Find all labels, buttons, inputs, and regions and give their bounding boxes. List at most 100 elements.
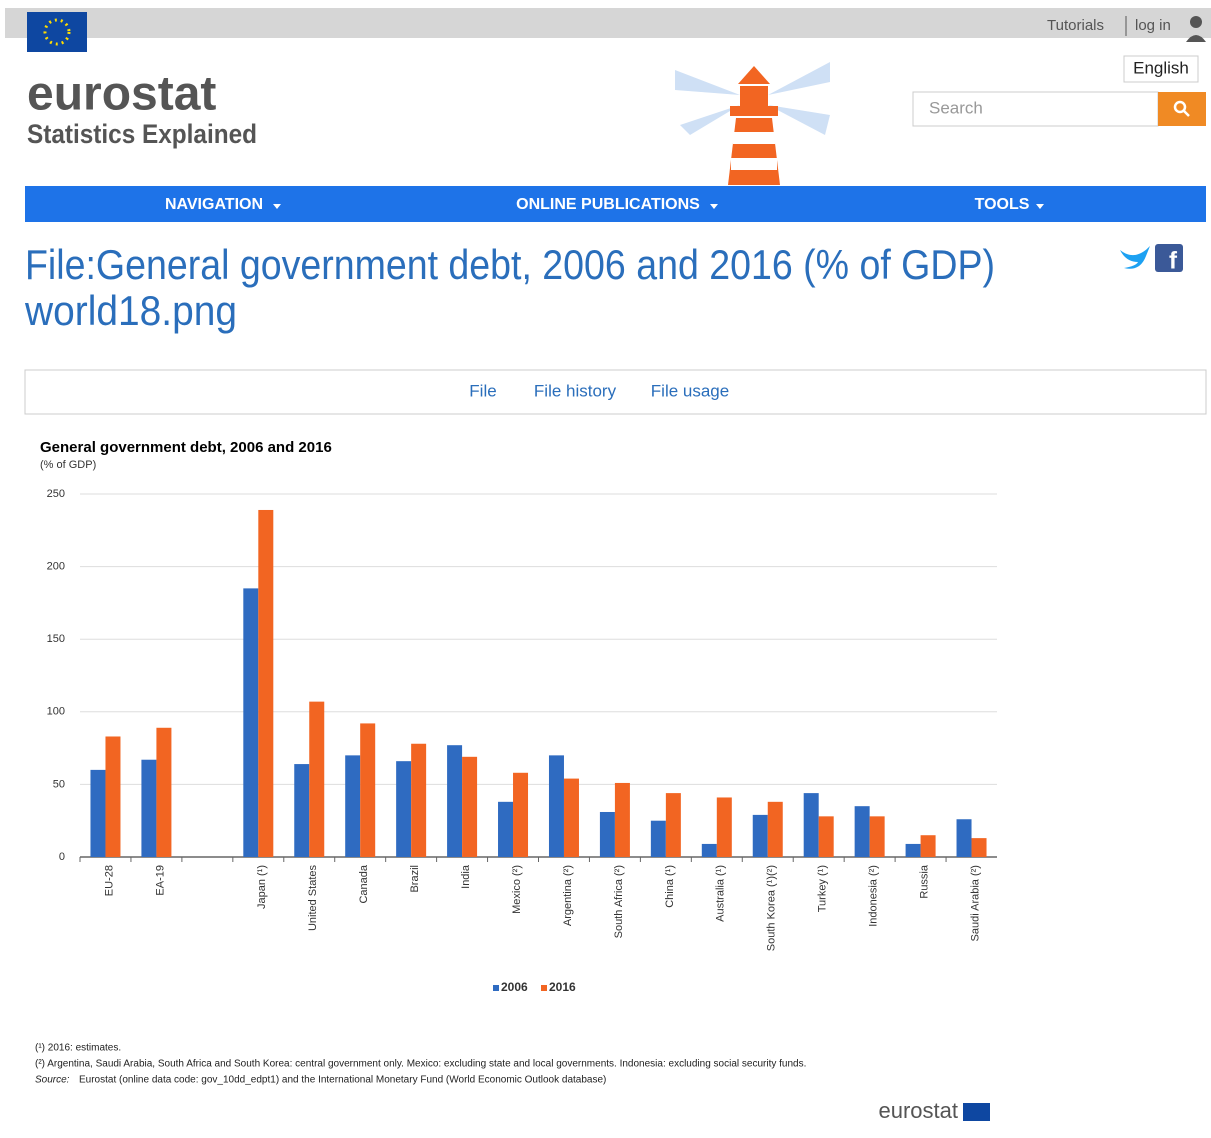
x-tick-label: Japan (¹)	[256, 865, 268, 909]
bar	[599, 811, 615, 857]
login-link[interactable]: log in	[1135, 17, 1171, 34]
lighthouse-stripe	[731, 158, 777, 170]
x-tick-label: Australia (¹)	[715, 865, 727, 922]
light-beam	[768, 105, 830, 135]
y-tick-label: 0	[59, 851, 65, 863]
x-tick-label: Brazil	[409, 865, 421, 893]
bar	[818, 816, 834, 857]
legend-label: 2016	[549, 980, 576, 994]
light-beam	[768, 62, 830, 95]
facebook-glyph: f	[1169, 247, 1178, 274]
search-placeholder[interactable]: Search	[929, 98, 983, 117]
source-label: Source:	[35, 1075, 70, 1086]
nav-item[interactable]: TOOLS	[975, 196, 1030, 213]
bar	[513, 772, 529, 857]
bar	[563, 778, 579, 857]
bar	[396, 761, 412, 857]
bar	[716, 797, 732, 857]
bar	[156, 727, 172, 857]
lighthouse-lamp	[740, 86, 768, 106]
x-tick-label: South Korea (¹)(²)	[766, 865, 778, 951]
x-tick-label: India	[460, 864, 472, 889]
nav-bar	[25, 186, 1206, 222]
x-tick-label: EA-19	[154, 865, 166, 896]
language-button[interactable]	[1123, 55, 1199, 83]
tab[interactable]: File	[469, 381, 496, 400]
bar	[803, 793, 819, 857]
nav-caret	[710, 204, 718, 209]
twitter-icon[interactable]	[1120, 246, 1150, 269]
tutorials-link[interactable]: Tutorials	[1047, 17, 1104, 34]
lighthouse-balcony	[730, 106, 778, 116]
footnote: (²) Argentina, Saudi Arabia, South Afric…	[35, 1059, 806, 1070]
user-icon	[1186, 35, 1206, 42]
tab[interactable]: File usage	[651, 381, 729, 400]
x-tick-label: EU-28	[103, 865, 115, 896]
footer-logo: eurostat	[879, 1098, 959, 1123]
x-tick-label: Mexico (²)	[511, 865, 523, 914]
eu-stars	[43, 18, 71, 46]
x-tick-label: Canada	[358, 864, 370, 903]
tab-bar	[24, 369, 1207, 415]
lighthouse	[675, 62, 830, 185]
bar	[360, 723, 376, 857]
source: Eurostat (online data code: gov_10dd_edp…	[79, 1075, 606, 1086]
nav-item[interactable]: NAVIGATION	[165, 196, 263, 213]
search-button[interactable]	[1158, 92, 1206, 126]
tab[interactable]: File history	[534, 381, 617, 400]
footer-flag	[963, 1103, 990, 1121]
y-tick-label: 150	[47, 633, 65, 645]
x-tick-label: Turkey (¹)	[817, 865, 829, 912]
bar	[767, 801, 783, 857]
search-icon	[1183, 110, 1190, 117]
x-tick-label: Saudi Arabia (²)	[969, 865, 981, 941]
lighthouse-stripe	[733, 132, 775, 144]
lighthouse-tower	[728, 118, 780, 185]
eu-flag	[27, 12, 87, 52]
bar	[548, 755, 564, 857]
bar	[650, 820, 666, 857]
user-icon	[1190, 16, 1202, 28]
lighthouse-roof	[738, 66, 770, 84]
plot: 0 50 100 150 200 250 EU-28 EA-19 Japan (¹) United…	[47, 488, 997, 994]
light-beam	[675, 70, 740, 95]
y-tick-label: 200	[47, 561, 65, 573]
nav-caret	[273, 204, 281, 209]
y-tick-label: 50	[53, 778, 65, 790]
bar	[462, 756, 478, 857]
y-tick-label: 250	[47, 488, 65, 500]
facebook-icon[interactable]	[1155, 244, 1183, 272]
page-title: world18.png	[24, 287, 237, 334]
bar	[920, 835, 936, 857]
page-title: File:General government debt, 2006 and 2…	[25, 241, 995, 288]
legend-swatch	[541, 985, 547, 991]
logo[interactable]: eurostat	[27, 68, 216, 121]
bar	[141, 759, 157, 857]
bar	[345, 755, 361, 857]
language-label[interactable]: English	[1133, 58, 1189, 77]
bar	[854, 806, 870, 857]
search-input[interactable]	[912, 91, 1159, 127]
bar	[309, 701, 325, 857]
bar	[258, 509, 274, 857]
legend-label: 2006	[501, 980, 528, 994]
nav-caret	[1036, 204, 1044, 209]
light-beam	[680, 105, 740, 135]
x-tick-label: United States	[307, 865, 319, 932]
bar	[971, 838, 987, 857]
x-tick-label: Russia	[918, 864, 930, 899]
bar	[752, 814, 768, 857]
x-tick-label: Argentina (²)	[562, 865, 574, 926]
x-tick-label: South Africa (²)	[613, 865, 625, 938]
bar	[869, 816, 885, 857]
nav-item[interactable]: ONLINE PUBLICATIONS	[516, 196, 700, 213]
bar	[498, 801, 514, 857]
top-bar	[5, 8, 1211, 38]
bar	[665, 793, 681, 857]
chart-subtitle: (% of GDP)	[40, 459, 96, 471]
search-icon	[1173, 100, 1187, 114]
bar	[294, 764, 310, 857]
bar	[905, 843, 921, 857]
logo-subtitle: Statistics Explained	[27, 119, 257, 149]
